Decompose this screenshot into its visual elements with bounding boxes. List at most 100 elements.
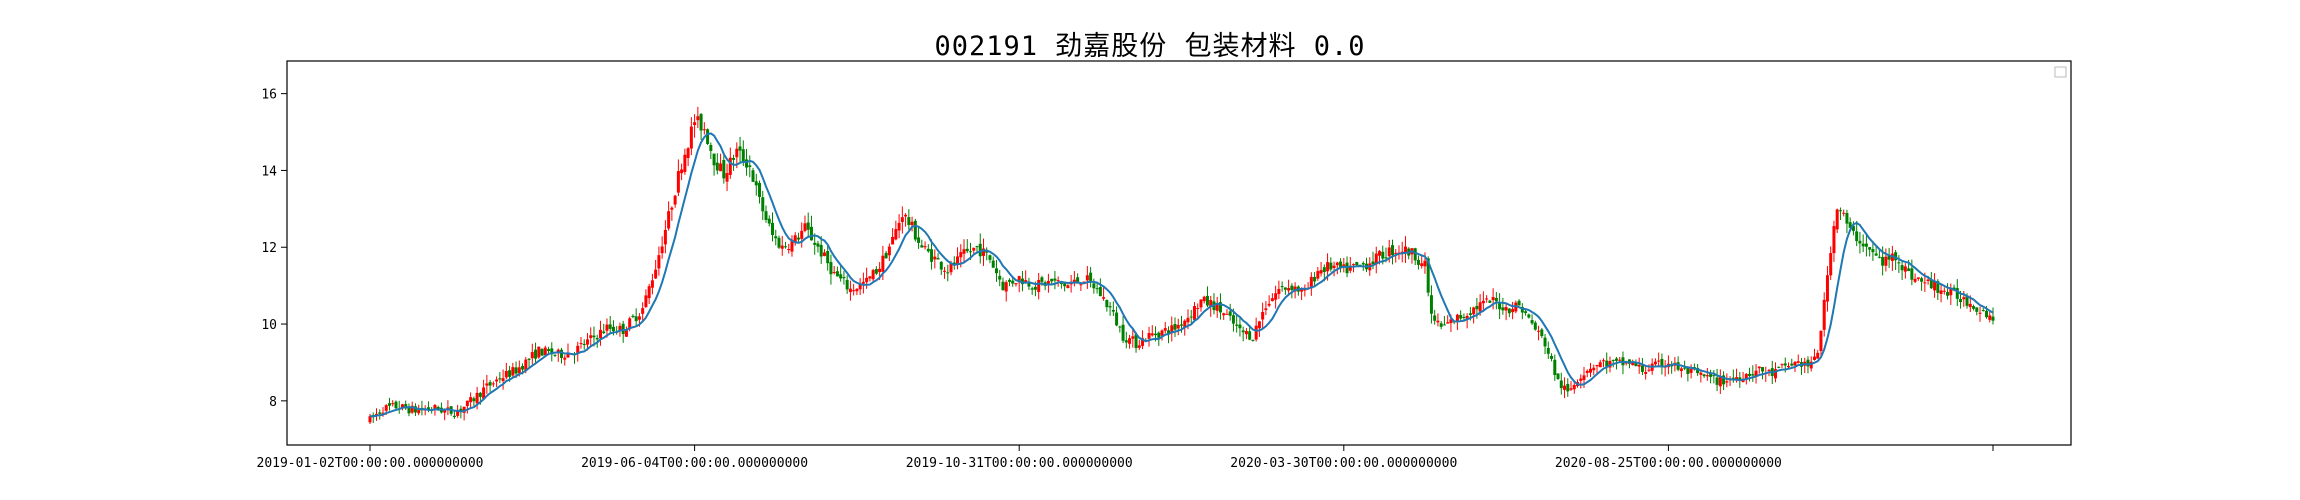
- candle-body: [800, 230, 804, 239]
- candle-body: [1001, 281, 1005, 291]
- candle-body: [1420, 263, 1424, 267]
- candle-body: [602, 331, 606, 334]
- candle: [1894, 249, 1898, 271]
- candle-body: [1744, 373, 1748, 380]
- candle: [1001, 277, 1005, 291]
- candle: [1076, 273, 1080, 283]
- candle: [1501, 297, 1505, 315]
- candle: [806, 212, 810, 237]
- candle: [1066, 284, 1070, 289]
- candle-body: [1657, 360, 1661, 362]
- candle: [663, 220, 667, 254]
- candle-body: [1046, 280, 1050, 285]
- candle: [391, 400, 395, 407]
- candle: [465, 400, 469, 414]
- candle-body: [1611, 359, 1615, 361]
- candle-body: [1040, 277, 1044, 282]
- candle: [1799, 357, 1803, 375]
- candle: [1640, 358, 1644, 376]
- candle-body: [1105, 299, 1109, 308]
- candle-body: [1209, 300, 1213, 307]
- candle-body: [504, 370, 508, 378]
- candle-body: [465, 400, 469, 407]
- candle-body: [579, 343, 583, 345]
- candle-body: [1981, 310, 1985, 312]
- candle-body: [803, 223, 807, 231]
- candle-body: [1050, 278, 1054, 282]
- candle: [1955, 279, 1959, 307]
- plot-frame: [286, 60, 2072, 446]
- candle: [1079, 283, 1083, 292]
- candle-body: [1517, 300, 1521, 306]
- candle-body: [796, 237, 800, 240]
- candle-body: [462, 406, 466, 413]
- candle-body: [855, 288, 859, 292]
- candle-body: [699, 113, 703, 131]
- candle-body: [582, 343, 586, 346]
- candle-body: [1897, 262, 1901, 264]
- candle: [1102, 287, 1106, 301]
- candle: [1131, 328, 1135, 348]
- candle-body: [543, 347, 547, 356]
- candle: [712, 153, 716, 176]
- candle-body: [1459, 314, 1463, 319]
- candle: [579, 336, 583, 349]
- candle-body: [745, 159, 749, 168]
- candle: [1832, 220, 1836, 262]
- candle: [1537, 325, 1541, 341]
- candle: [1400, 241, 1404, 263]
- candle: [1472, 306, 1476, 324]
- candle-body: [1546, 347, 1550, 354]
- candle-body: [1180, 324, 1183, 326]
- candle: [991, 256, 995, 268]
- candle: [1916, 277, 1920, 281]
- candle: [1128, 334, 1132, 349]
- y-tick-label: 12: [261, 241, 277, 256]
- candle-body: [368, 416, 372, 423]
- candle: [1761, 366, 1765, 380]
- candle-body: [1121, 324, 1125, 341]
- candle: [1053, 270, 1057, 290]
- candle: [1365, 257, 1369, 273]
- y-tick-label: 14: [261, 164, 277, 179]
- candle: [1257, 320, 1261, 337]
- candle-body: [1231, 315, 1235, 324]
- candle-body: [1189, 316, 1193, 318]
- candle: [874, 266, 878, 276]
- candle-body: [1955, 288, 1959, 299]
- candle: [1949, 283, 1953, 305]
- candle-body: [527, 358, 531, 360]
- candle: [926, 244, 930, 253]
- candle: [1702, 373, 1706, 378]
- candle: [1270, 293, 1274, 302]
- candle: [1007, 278, 1011, 287]
- candle: [1588, 362, 1592, 378]
- candle-body: [1261, 312, 1265, 320]
- candle: [501, 369, 505, 390]
- candle: [1261, 302, 1265, 330]
- candle: [1481, 291, 1485, 312]
- candle-body: [400, 404, 404, 409]
- candle: [1913, 273, 1917, 284]
- candle-body: [1494, 297, 1498, 302]
- candle: [702, 122, 706, 135]
- candle: [647, 283, 651, 305]
- candle-body: [1378, 251, 1382, 256]
- candle-body: [1644, 371, 1648, 374]
- candle-body: [991, 260, 995, 268]
- candle: [530, 343, 534, 365]
- candles-group: [368, 106, 1995, 425]
- candle-body: [1147, 333, 1151, 339]
- candle: [1705, 367, 1709, 381]
- candle-body: [1530, 320, 1534, 324]
- candle: [787, 243, 791, 254]
- candle-body: [537, 346, 541, 358]
- candle: [891, 228, 895, 245]
- candle-body: [1316, 271, 1320, 279]
- candle-body: [417, 409, 421, 414]
- candle-body: [514, 367, 518, 374]
- candle-body: [1384, 257, 1388, 259]
- candle: [1170, 316, 1174, 342]
- candle-body: [1238, 324, 1242, 329]
- candle-body: [547, 349, 551, 352]
